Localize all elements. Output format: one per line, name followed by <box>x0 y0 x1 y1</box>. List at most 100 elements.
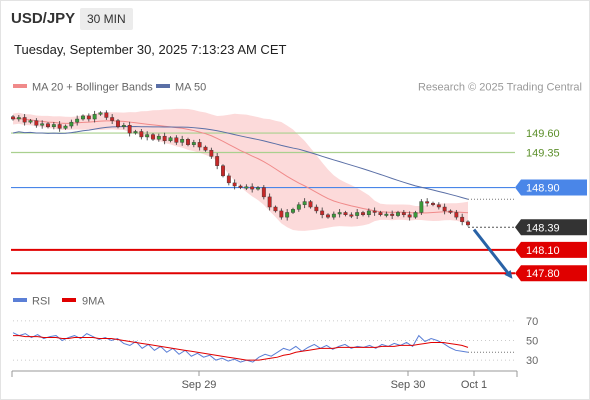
candle-body <box>431 202 435 205</box>
candle-body <box>261 187 266 198</box>
candle-body <box>226 175 231 184</box>
candle-body <box>127 125 132 134</box>
level-label-148.10: 148.10 <box>526 245 560 257</box>
candle-body <box>366 210 371 216</box>
rsi-plot: 70 50 30 <box>12 316 538 367</box>
candle-body <box>133 131 138 134</box>
candle-body <box>46 123 50 128</box>
legend-label-ma20: MA 20 + Bollinger Bands <box>32 82 153 94</box>
candle-body <box>151 134 155 140</box>
candle-body <box>34 120 39 126</box>
candle-body <box>419 201 424 213</box>
candle-body <box>256 187 260 190</box>
candle-body <box>396 212 400 216</box>
legend-swatch-ma20 <box>13 84 27 88</box>
candle-body <box>279 210 284 218</box>
time-axis: Sep 29 Sep 30 Oct 1 <box>11 370 518 391</box>
candle-body <box>22 117 27 123</box>
rsi-tick-30: 30 <box>526 355 538 367</box>
level-label-148.90: 148.90 <box>526 183 560 195</box>
candle-body <box>11 116 15 120</box>
rsi-line <box>12 332 469 363</box>
rsi-tick-70: 70 <box>526 316 538 328</box>
candle-body <box>69 121 74 127</box>
candle-body <box>238 185 243 188</box>
candle-body <box>75 118 80 123</box>
candle-body <box>326 214 330 218</box>
level-tag-148.10 <box>515 241 587 258</box>
candle-body <box>86 115 91 120</box>
level-label-149.35: 149.35 <box>526 148 560 160</box>
watermark: Research © 2025 Trading Central <box>418 82 582 94</box>
candle-body <box>250 186 255 190</box>
candle-body <box>320 210 325 216</box>
timeframe-badge[interactable]: 30 MIN <box>80 8 133 30</box>
candle-body <box>28 120 33 123</box>
candle-body <box>361 212 365 216</box>
legend-label-9ma: 9MA <box>82 296 105 308</box>
level-label-147.80: 147.80 <box>526 268 560 280</box>
candle-body <box>454 212 459 218</box>
candle-body <box>203 146 208 151</box>
candle-body <box>221 165 225 177</box>
candle-body <box>291 209 295 213</box>
candle-body <box>436 204 441 208</box>
level-label-149.60: 149.60 <box>526 128 560 140</box>
candle-body <box>355 212 360 216</box>
price-plot: 149.60 149.35 148.90 148.10 147.80 148.39 <box>11 108 587 282</box>
axis-tick-label: Oct 1 <box>461 379 487 391</box>
candle-body <box>110 117 115 121</box>
candle-body <box>337 212 342 215</box>
candle-body <box>448 210 453 213</box>
candle-body <box>168 137 173 142</box>
candle-body <box>104 112 109 118</box>
candle-body <box>174 137 179 143</box>
candle-body <box>244 186 249 189</box>
datetime-label: Tuesday, September 30, 2025 7:13:23 AM C… <box>14 42 287 57</box>
candle-body <box>145 134 150 138</box>
legend-label-ma50: MA 50 <box>175 82 206 94</box>
rsi-tick-50: 50 <box>526 336 538 348</box>
candle-body <box>81 115 85 120</box>
candle-body <box>349 214 354 217</box>
level-tag-147.80 <box>515 265 587 282</box>
candle-body <box>16 117 21 120</box>
candle-body <box>98 112 103 115</box>
candle-body <box>92 114 97 120</box>
candle-body <box>40 123 45 126</box>
candle-body <box>372 210 377 213</box>
candle-body <box>191 142 196 145</box>
candle-body <box>139 131 144 138</box>
candle-body <box>51 124 56 128</box>
candle-body <box>425 201 430 204</box>
candle-body <box>401 212 406 216</box>
candle-body <box>116 120 120 128</box>
candle-body <box>413 212 418 218</box>
level-tag-148.90 <box>515 179 587 196</box>
candle-body <box>63 125 68 129</box>
candle-body <box>460 216 465 223</box>
candle-body <box>390 213 395 216</box>
legend-swatch-ma50 <box>156 84 170 88</box>
candle-body <box>442 206 447 212</box>
candle-body <box>466 221 470 226</box>
candle-body <box>267 196 272 208</box>
legend-label-rsi: RSI <box>32 296 50 308</box>
legend-swatch-9ma <box>62 298 76 302</box>
target-arrow <box>472 228 513 279</box>
candle-body <box>343 212 348 216</box>
candle-body <box>215 156 220 166</box>
candle-body <box>232 182 237 187</box>
candle-body <box>331 213 336 218</box>
candle-body <box>285 212 290 218</box>
candle-body <box>378 212 383 216</box>
rsi-ma-line <box>13 335 469 361</box>
candle-body <box>209 149 214 157</box>
candle-body <box>156 135 161 140</box>
candle-body <box>162 135 167 142</box>
axis-tick-label: Sep 29 <box>182 379 217 391</box>
candle-body <box>57 124 62 129</box>
candle-body <box>407 214 412 218</box>
